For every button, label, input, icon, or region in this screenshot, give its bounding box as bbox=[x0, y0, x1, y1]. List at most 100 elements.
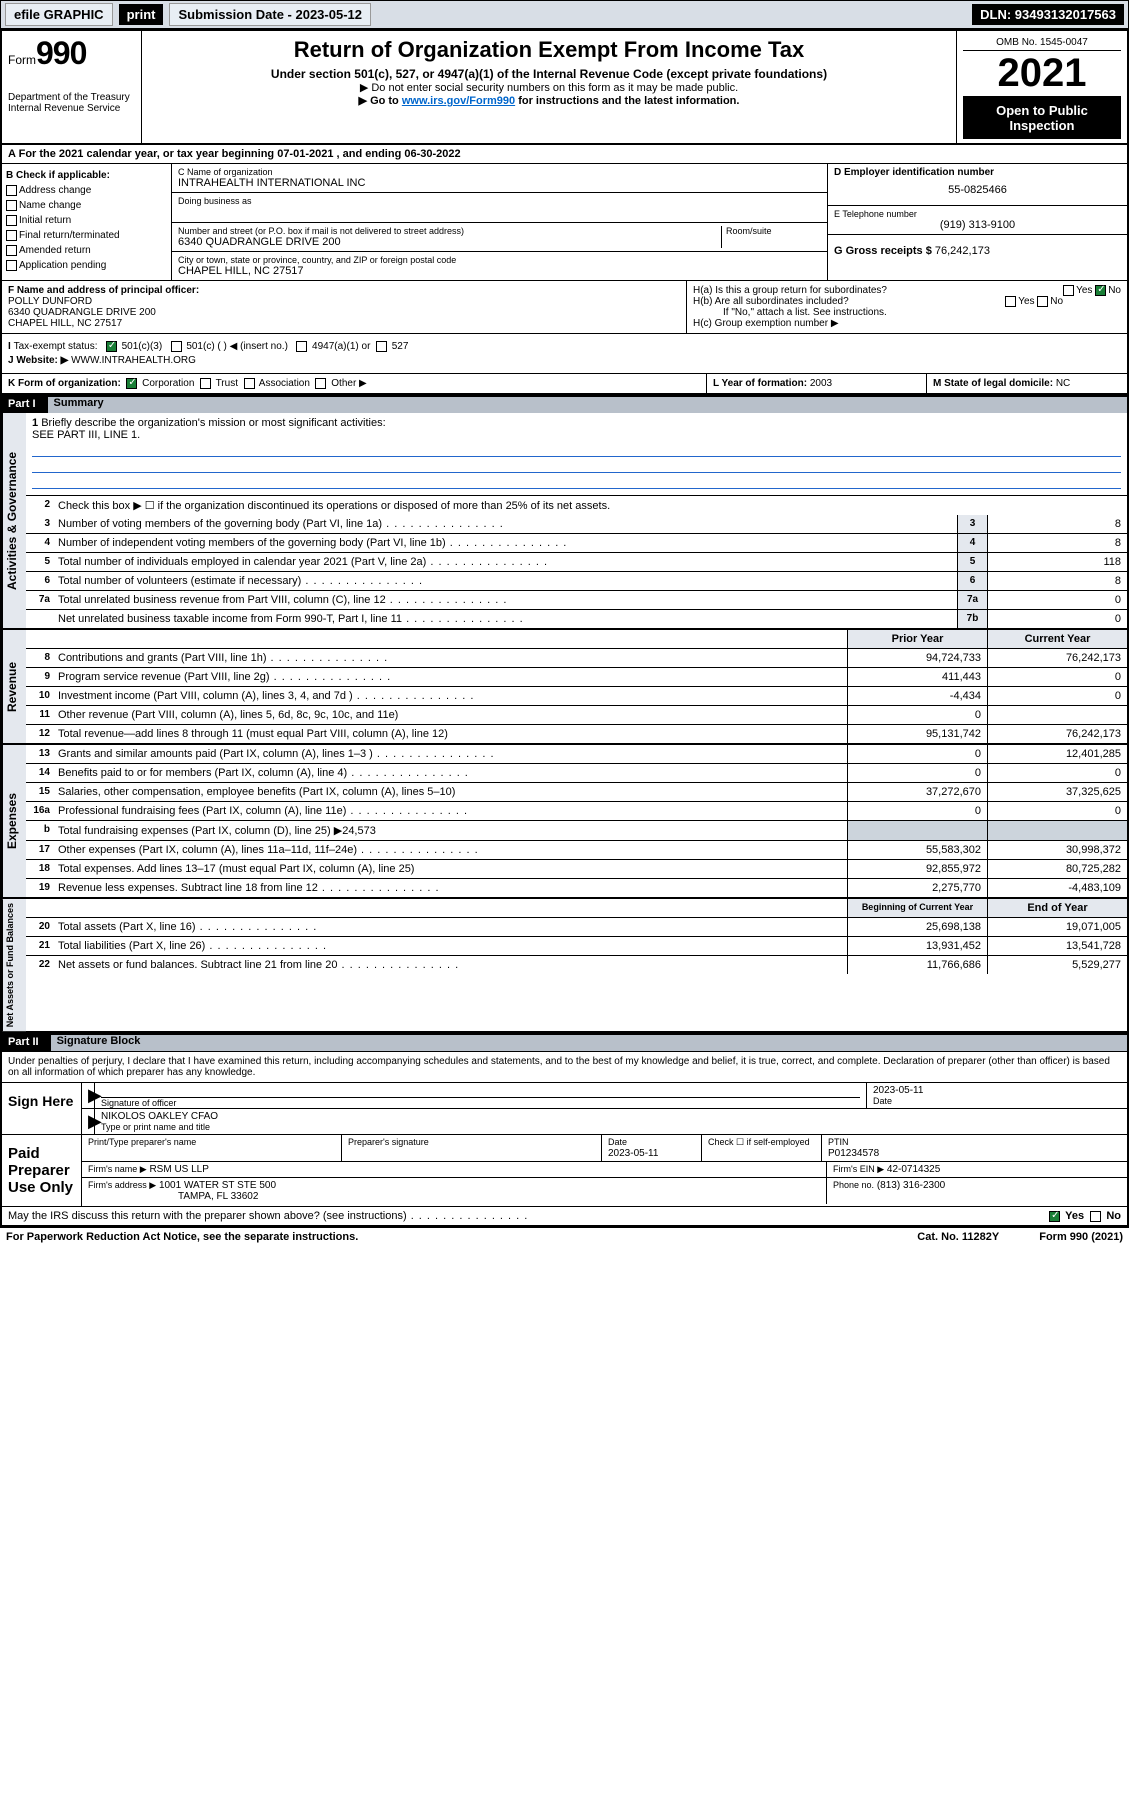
prep-sig-label: Preparer's signature bbox=[348, 1137, 595, 1147]
hdr-current: Current Year bbox=[987, 630, 1127, 648]
section-f-h: F Name and address of principal officer:… bbox=[0, 281, 1129, 334]
b-label: B Check if applicable: bbox=[6, 168, 167, 183]
lbl-name-change: Name change bbox=[19, 200, 81, 211]
val7b: 0 bbox=[987, 610, 1127, 628]
vlabel-revenue: Revenue bbox=[2, 630, 26, 743]
ha-no: No bbox=[1108, 285, 1121, 296]
c8: 76,242,173 bbox=[987, 649, 1127, 667]
sign-here-label: Sign Here bbox=[2, 1083, 82, 1134]
chk-final[interactable] bbox=[6, 230, 17, 241]
p18: 92,855,972 bbox=[847, 860, 987, 878]
chk-irs-no[interactable] bbox=[1090, 1211, 1101, 1222]
chk-initial[interactable] bbox=[6, 215, 17, 226]
chk-501c[interactable] bbox=[171, 341, 182, 352]
form-header: Form990 Department of the Treasury Inter… bbox=[0, 29, 1129, 145]
part1-body: Activities & Governance 1 Briefly descri… bbox=[0, 413, 1129, 1033]
chk-ha-no[interactable] bbox=[1095, 285, 1106, 296]
chk-pending[interactable] bbox=[6, 260, 17, 271]
open-inspection: Open to Public Inspection bbox=[963, 97, 1121, 139]
sub3-post: for instructions and the latest informat… bbox=[515, 95, 739, 107]
tax-year: 2021 bbox=[963, 51, 1121, 97]
p19: 2,275,770 bbox=[847, 879, 987, 897]
opt-corp: Corporation bbox=[142, 378, 194, 389]
lbl-address-change: Address change bbox=[19, 185, 91, 196]
p10: -4,434 bbox=[847, 687, 987, 705]
sig-date: 2023-05-11 bbox=[873, 1085, 1121, 1096]
chk-assoc[interactable] bbox=[244, 378, 255, 389]
hdr-beg: Beginning of Current Year bbox=[847, 899, 987, 917]
val4: 8 bbox=[987, 534, 1127, 552]
line12: Total revenue—add lines 8 through 11 (mu… bbox=[56, 725, 847, 743]
val6: 8 bbox=[987, 572, 1127, 590]
c16a: 0 bbox=[987, 802, 1127, 820]
part1-num: Part I bbox=[8, 398, 48, 410]
ein: 55-0825466 bbox=[834, 178, 1121, 202]
irs-no: No bbox=[1106, 1210, 1121, 1222]
line1-val: SEE PART III, LINE 1. bbox=[32, 429, 140, 441]
submission-date: Submission Date - 2023-05-12 bbox=[169, 3, 371, 26]
part2-header: Part II Signature Block bbox=[0, 1033, 1129, 1051]
form-number: 990 bbox=[36, 35, 86, 71]
shade16b-2 bbox=[987, 821, 1127, 840]
firm-ein: 42-0714325 bbox=[887, 1164, 940, 1175]
officer-addr1: 6340 QUADRANGLE DRIVE 200 bbox=[8, 307, 680, 318]
chk-trust[interactable] bbox=[200, 378, 211, 389]
signature-section: Under penalties of perjury, I declare th… bbox=[0, 1051, 1129, 1227]
uline bbox=[32, 475, 1121, 489]
p22: 11,766,686 bbox=[847, 956, 987, 974]
chk-501c3[interactable] bbox=[106, 341, 117, 352]
line5: Total number of individuals employed in … bbox=[56, 553, 957, 571]
print-button[interactable]: print bbox=[119, 4, 164, 25]
hb-note: If "No," attach a list. See instructions… bbox=[693, 307, 1121, 318]
opt-501c3: 501(c)(3) bbox=[122, 341, 163, 352]
city: CHAPEL HILL, NC 27517 bbox=[178, 265, 821, 277]
lbl-initial: Initial return bbox=[19, 215, 71, 226]
hb-yes: Yes bbox=[1018, 296, 1034, 307]
d-ein-label: D Employer identification number bbox=[834, 167, 1121, 178]
chk-hb-no[interactable] bbox=[1037, 296, 1048, 307]
p11: 0 bbox=[847, 706, 987, 724]
p14: 0 bbox=[847, 764, 987, 782]
footer-form: Form 990 (2021) bbox=[1039, 1231, 1123, 1243]
chk-other[interactable] bbox=[315, 378, 326, 389]
c13: 12,401,285 bbox=[987, 745, 1127, 763]
dba-label: Doing business as bbox=[178, 196, 821, 206]
line8: Contributions and grants (Part VIII, lin… bbox=[56, 649, 847, 667]
chk-amended[interactable] bbox=[6, 245, 17, 256]
chk-hb-yes[interactable] bbox=[1005, 296, 1016, 307]
prep-name-label: Print/Type preparer's name bbox=[88, 1137, 335, 1147]
line1-num: 1 bbox=[32, 417, 38, 429]
chk-corp[interactable] bbox=[126, 378, 137, 389]
year-formation: 2003 bbox=[810, 378, 832, 389]
line15: Salaries, other compensation, employee b… bbox=[56, 783, 847, 801]
chk-527[interactable] bbox=[376, 341, 387, 352]
chk-4947[interactable] bbox=[296, 341, 307, 352]
subtitle-2: ▶ Do not enter social security numbers o… bbox=[152, 81, 946, 94]
line13: Grants and similar amounts paid (Part IX… bbox=[56, 745, 847, 763]
arrow-icon: ▶ bbox=[82, 1083, 95, 1108]
line-a-year: A For the 2021 calendar year, or tax yea… bbox=[0, 145, 1129, 164]
chk-ha-yes[interactable] bbox=[1063, 285, 1074, 296]
part2-num: Part II bbox=[8, 1036, 51, 1048]
opt-assoc: Association bbox=[259, 378, 310, 389]
chk-irs-yes[interactable] bbox=[1049, 1211, 1060, 1222]
form-title: Return of Organization Exempt From Incom… bbox=[152, 37, 946, 63]
subtitle-1: Under section 501(c), 527, or 4947(a)(1)… bbox=[152, 67, 946, 81]
lbl-pending: Application pending bbox=[19, 260, 106, 271]
c12: 76,242,173 bbox=[987, 725, 1127, 743]
footer-cat: Cat. No. 11282Y bbox=[917, 1231, 999, 1243]
p12: 95,131,742 bbox=[847, 725, 987, 743]
ha-label: H(a) Is this a group return for subordin… bbox=[693, 285, 887, 296]
i-label: Tax-exempt status: bbox=[14, 341, 98, 352]
check-self: Check ☐ if self-employed bbox=[702, 1135, 822, 1161]
dln-label: DLN: 93493132017563 bbox=[972, 4, 1124, 25]
sig-date-label: Date bbox=[873, 1096, 1121, 1106]
line7a: Total unrelated business revenue from Pa… bbox=[56, 591, 957, 609]
chk-name[interactable] bbox=[6, 200, 17, 211]
uline bbox=[32, 459, 1121, 473]
officer-name: POLLY DUNFORD bbox=[8, 296, 680, 307]
chk-address[interactable] bbox=[6, 185, 17, 196]
irs-link[interactable]: www.irs.gov/Form990 bbox=[402, 95, 515, 107]
line19: Revenue less expenses. Subtract line 18 … bbox=[56, 879, 847, 897]
line11: Other revenue (Part VIII, column (A), li… bbox=[56, 706, 847, 724]
